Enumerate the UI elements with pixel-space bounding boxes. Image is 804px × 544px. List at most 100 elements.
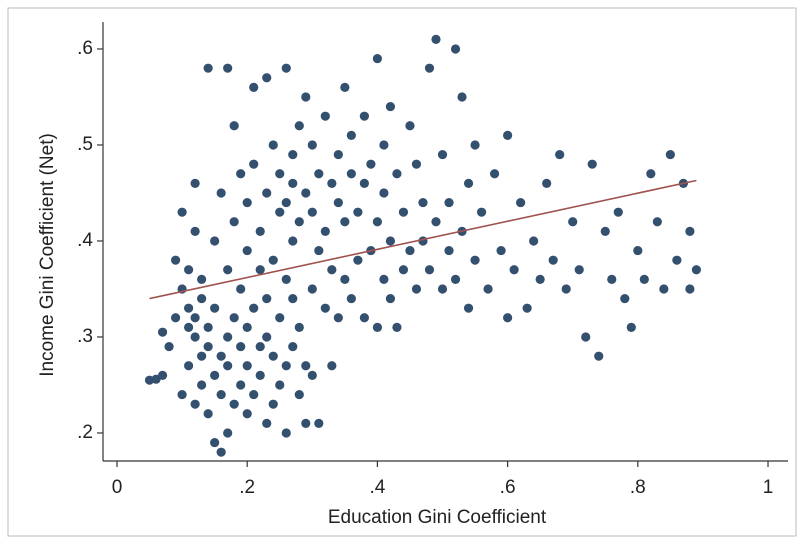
point — [620, 293, 630, 304]
point — [281, 197, 291, 208]
point — [281, 63, 291, 73]
point — [288, 341, 298, 352]
point — [574, 265, 584, 275]
point — [691, 265, 702, 275]
point — [529, 236, 539, 246]
point — [177, 207, 187, 217]
point — [203, 63, 213, 73]
y-tick-label: .4 — [77, 230, 93, 251]
x-tick-label: .4 — [369, 477, 385, 498]
point — [353, 207, 363, 217]
point — [646, 169, 656, 179]
point — [229, 313, 239, 323]
point — [255, 370, 265, 380]
point — [210, 236, 220, 246]
point — [229, 217, 239, 227]
point — [463, 178, 474, 188]
point — [210, 437, 220, 448]
point — [268, 140, 278, 150]
point — [190, 178, 200, 188]
point — [281, 361, 291, 371]
point — [587, 159, 597, 169]
point — [236, 169, 246, 179]
point — [600, 226, 610, 236]
point — [268, 351, 278, 361]
point — [340, 82, 350, 92]
point — [314, 245, 324, 256]
fit-line — [149, 179, 697, 300]
point — [542, 178, 552, 188]
point — [548, 255, 558, 265]
point — [184, 265, 194, 275]
y-tick-label: .5 — [77, 134, 93, 155]
point — [444, 245, 454, 256]
point — [249, 389, 259, 400]
point — [385, 293, 396, 304]
y-tick-label: .2 — [77, 422, 93, 443]
point — [242, 409, 252, 419]
point — [184, 303, 194, 313]
point — [281, 428, 291, 438]
point — [411, 159, 422, 169]
point — [561, 284, 571, 294]
point — [307, 370, 317, 380]
point — [320, 226, 330, 236]
point — [223, 265, 233, 275]
point — [301, 92, 311, 102]
point — [223, 361, 233, 371]
point — [476, 207, 487, 217]
point — [418, 197, 428, 208]
point — [301, 361, 311, 371]
point — [333, 149, 343, 160]
point — [268, 399, 278, 409]
point — [203, 409, 213, 419]
point — [255, 226, 265, 236]
point — [262, 418, 272, 428]
point — [170, 255, 181, 265]
point — [372, 217, 383, 227]
point — [626, 322, 636, 332]
point — [659, 284, 669, 294]
point — [216, 188, 226, 198]
point — [157, 327, 168, 337]
point — [398, 265, 409, 275]
point — [424, 265, 435, 275]
point — [327, 361, 337, 371]
point — [366, 159, 376, 169]
point — [216, 351, 226, 361]
point — [314, 169, 324, 179]
point — [262, 293, 272, 304]
point — [203, 341, 213, 352]
point — [190, 399, 200, 409]
point — [685, 226, 695, 236]
point — [223, 63, 233, 73]
point — [665, 149, 675, 160]
point — [450, 274, 461, 284]
point — [210, 370, 220, 380]
x-tick-label: .8 — [630, 477, 646, 498]
point — [613, 207, 623, 217]
point — [216, 389, 226, 400]
point — [294, 389, 304, 400]
point — [281, 274, 291, 284]
point — [340, 217, 350, 227]
point — [307, 207, 317, 217]
point — [522, 303, 532, 313]
point — [210, 303, 220, 313]
point — [327, 178, 337, 188]
x-tick-label: 1 — [763, 477, 774, 498]
point — [262, 73, 272, 83]
point — [301, 418, 311, 428]
point — [392, 169, 402, 179]
point — [633, 245, 643, 256]
point — [437, 149, 448, 160]
point — [320, 111, 330, 121]
y-tick-label: .6 — [77, 38, 93, 59]
point — [503, 130, 513, 140]
point — [379, 274, 389, 284]
point — [288, 236, 298, 246]
point — [184, 361, 194, 371]
point — [307, 140, 317, 150]
point — [463, 303, 474, 313]
point — [594, 351, 604, 361]
